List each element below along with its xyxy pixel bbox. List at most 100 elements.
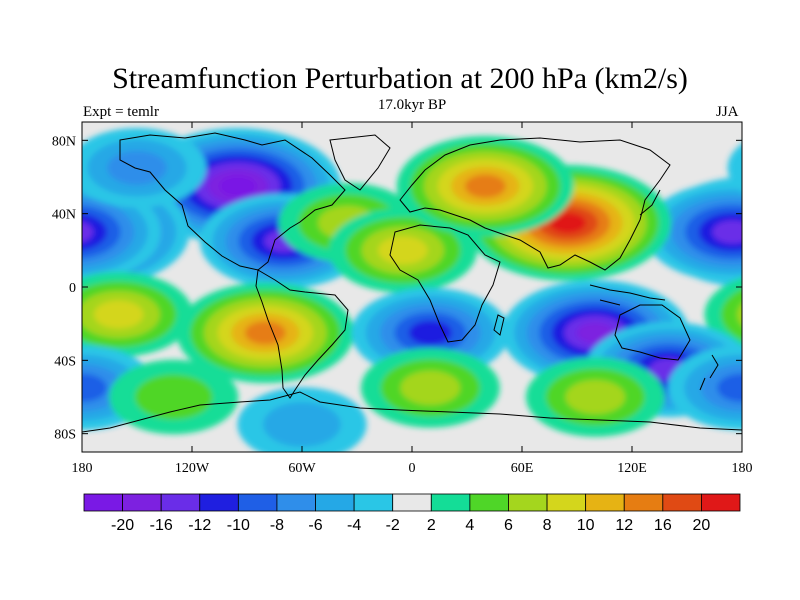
anomaly-center bbox=[176, 282, 354, 384]
coast-madagascar bbox=[493, 314, 505, 336]
colorbar-swatch bbox=[122, 493, 162, 512]
colorbar-label: 10 bbox=[577, 517, 595, 534]
lon-tick-label: 120E bbox=[617, 461, 647, 476]
colorbar: -20 -16 -12 -10 -8 -6 -4 -2 2 4 6 8 10 12 16 20 bbox=[83, 493, 741, 534]
colorbar-label: -16 bbox=[150, 517, 173, 534]
colorbar-label: -6 bbox=[308, 517, 322, 534]
coast-japan bbox=[639, 189, 661, 216]
lat-tick-label: 0 bbox=[69, 281, 76, 296]
colorbar-swatch bbox=[662, 493, 702, 512]
anomaly-center bbox=[328, 207, 478, 293]
anomaly-center bbox=[109, 359, 239, 435]
anomaly-center bbox=[82, 128, 207, 208]
colorbar-label: 2 bbox=[427, 517, 436, 534]
coast-eurasia bbox=[399, 137, 671, 271]
contour-band bbox=[565, 379, 626, 415]
colorbar-swatch bbox=[701, 493, 741, 512]
colorbar-swatch bbox=[237, 493, 278, 512]
colorbar-swatch bbox=[623, 493, 664, 512]
season-label: JJA bbox=[716, 104, 739, 120]
latitude-axis: 80N 40N 0 40S 80S bbox=[52, 134, 742, 443]
anomaly-center-wrap bbox=[667, 345, 742, 431]
colorbar-swatch bbox=[315, 493, 355, 512]
anomaly-center bbox=[396, 135, 574, 237]
longitude-axis: 180 120W 60W 0 60E 120E 180 bbox=[72, 122, 753, 476]
contour-band bbox=[82, 213, 107, 251]
anomaly-center-wrap bbox=[82, 182, 162, 282]
anomaly-center-wrap bbox=[727, 139, 800, 196]
contour-band bbox=[0, 337, 67, 403]
lon-tick-label: 0 bbox=[409, 461, 416, 476]
colorbar-label: 12 bbox=[615, 517, 633, 534]
contour-field bbox=[0, 122, 800, 452]
contour-band bbox=[767, 151, 800, 185]
lat-tick-label: 80S bbox=[54, 428, 76, 443]
contour-band bbox=[0, 344, 54, 395]
contour-band bbox=[82, 346, 93, 393]
colorbar-swatch bbox=[546, 493, 587, 512]
coast-greenland bbox=[329, 134, 391, 191]
lon-tick-label: 60E bbox=[511, 461, 534, 476]
colorbar-swatch bbox=[160, 493, 201, 512]
colorbar-swatch bbox=[585, 493, 625, 512]
contour-band bbox=[712, 220, 742, 244]
contour-band bbox=[0, 351, 41, 388]
contour-band bbox=[747, 139, 800, 196]
lon-tick-label: 180 bbox=[732, 461, 753, 476]
contour-band bbox=[408, 320, 452, 346]
lat-tick-label: 40N bbox=[52, 208, 76, 223]
anomaly-center bbox=[644, 181, 742, 283]
colorbar-label: -8 bbox=[270, 517, 284, 534]
experiment-label: Expt = temlr bbox=[83, 104, 159, 120]
anomaly-center bbox=[237, 387, 367, 452]
contour-band bbox=[549, 212, 587, 234]
contour-band bbox=[717, 373, 742, 402]
contour-band bbox=[93, 300, 144, 329]
colorbar-label: -12 bbox=[188, 517, 211, 534]
anomaly-center bbox=[360, 348, 500, 428]
contour-band bbox=[464, 174, 506, 198]
colorbar-label: 16 bbox=[654, 517, 672, 534]
colorbar-swatch bbox=[392, 493, 432, 512]
contour-band bbox=[737, 303, 742, 326]
contour-band bbox=[720, 289, 742, 340]
contour-band bbox=[134, 374, 213, 420]
anomaly-center bbox=[82, 272, 193, 357]
coast-africa bbox=[389, 224, 501, 343]
colorbar-label: 20 bbox=[693, 517, 711, 534]
contour-band bbox=[107, 150, 167, 185]
coastlines bbox=[82, 132, 742, 433]
contour-band bbox=[754, 300, 800, 328]
coast-indonesia bbox=[589, 284, 666, 306]
colorbar-label: -20 bbox=[111, 517, 134, 534]
colorbar-swatch bbox=[508, 493, 548, 512]
contour-band bbox=[0, 329, 80, 410]
colorbar-swatch bbox=[83, 493, 123, 512]
anomaly-center-wrap bbox=[0, 329, 93, 410]
colorbar-swatch bbox=[469, 493, 509, 512]
lon-tick-label: 120W bbox=[175, 461, 210, 476]
colorbar-swatch bbox=[276, 493, 316, 512]
colorbar-label: 6 bbox=[504, 517, 513, 534]
lat-tick-label: 40S bbox=[54, 354, 76, 369]
coast-australia bbox=[614, 304, 691, 361]
coast-south-america bbox=[255, 269, 349, 399]
coast-new-zealand bbox=[699, 354, 719, 391]
colorbar-swatch bbox=[199, 493, 239, 512]
contour-band bbox=[378, 236, 428, 265]
map-title: Streamfunction Perturbation at 200 hPa (… bbox=[112, 62, 688, 95]
period-label: 17.0kyr BP bbox=[377, 97, 447, 113]
colorbar-label: -2 bbox=[386, 517, 400, 534]
colorbar-label: 8 bbox=[543, 517, 552, 534]
lon-tick-label: 180 bbox=[72, 461, 93, 476]
anomaly-center bbox=[525, 357, 665, 437]
contour-band bbox=[576, 322, 615, 344]
colorbar-label: 4 bbox=[465, 517, 474, 534]
coast-antarctica bbox=[82, 391, 742, 433]
colorbar-swatch bbox=[430, 493, 471, 512]
lon-tick-label: 60W bbox=[288, 461, 316, 476]
coast-north-america bbox=[119, 132, 346, 271]
contour-band bbox=[219, 175, 257, 197]
contour-band bbox=[263, 402, 341, 447]
